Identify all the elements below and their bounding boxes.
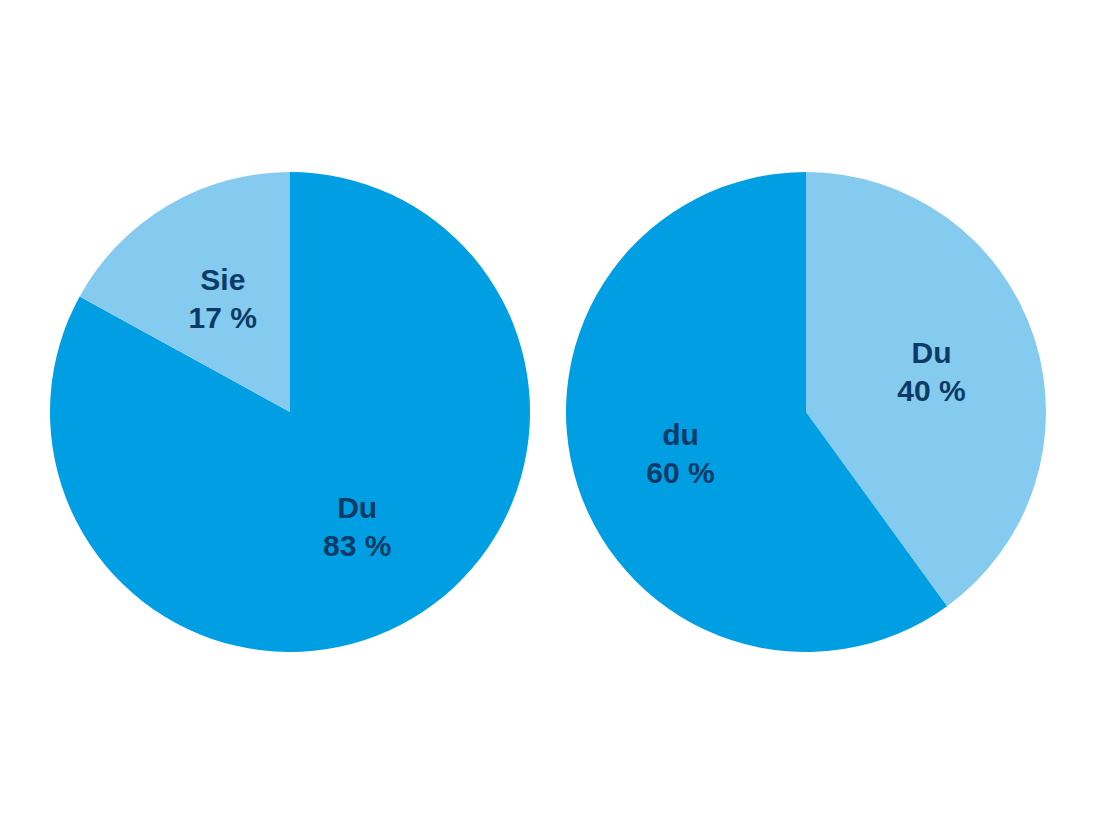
slice-value: 60 %	[646, 456, 714, 489]
pie-chart: Du 83 % Sie 17 %	[50, 172, 530, 652]
slice-label: Du 40 %	[897, 336, 965, 407]
slice-category: Du	[912, 336, 952, 369]
chart-canvas: Du 83 % Sie 17 % Du 40 % du 60 %	[0, 0, 1100, 825]
slice-category: du	[662, 418, 699, 451]
slice-value: 17 %	[189, 301, 257, 334]
slice-category: Sie	[200, 263, 245, 296]
slice-label: du 60 %	[646, 418, 714, 489]
pie-chart: Du 40 % du 60 %	[566, 172, 1046, 652]
slice-value: 40 %	[897, 374, 965, 407]
slice-label: Sie 17 %	[189, 263, 257, 334]
pie-slice	[566, 172, 947, 652]
pie-slice	[80, 172, 290, 412]
pie-slice	[50, 172, 530, 652]
slice-label: Du 83 %	[323, 491, 391, 562]
slice-category: Du	[337, 491, 377, 524]
slice-value: 83 %	[323, 529, 391, 562]
